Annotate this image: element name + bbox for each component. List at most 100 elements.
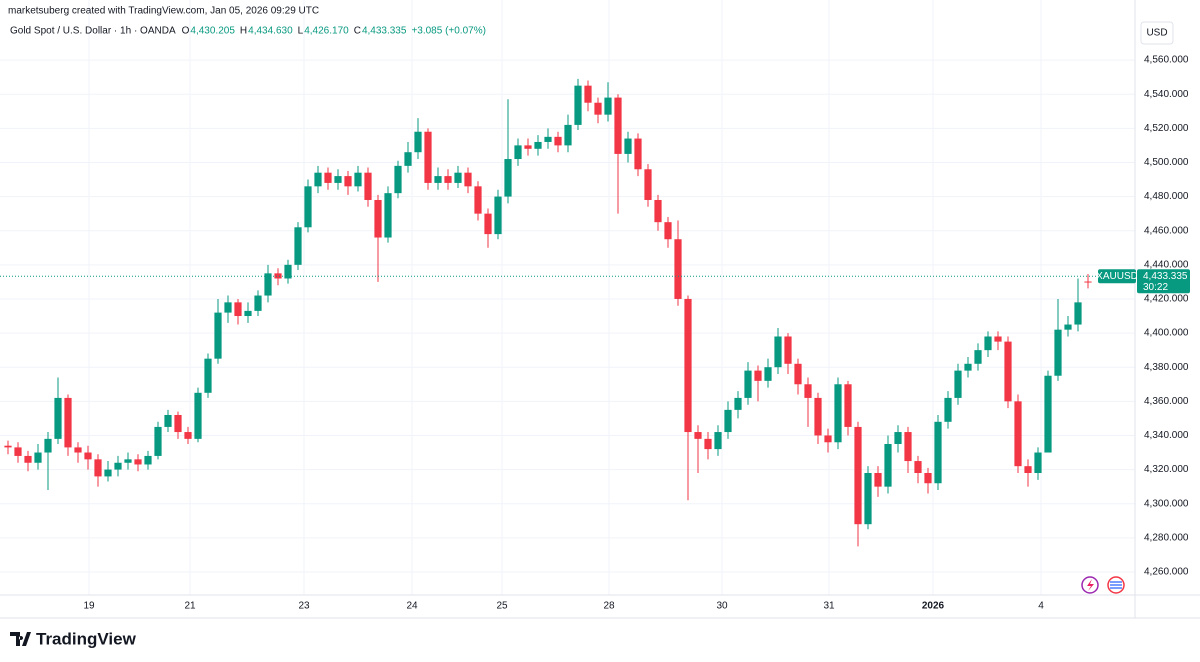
candle-body [804, 384, 812, 398]
candle-body [704, 438, 712, 450]
x-tick-label: 19 [83, 601, 95, 612]
candle-body [124, 459, 132, 463]
candle-body [34, 452, 42, 463]
ohlc-key: O [182, 26, 190, 37]
candle-body [324, 172, 332, 183]
candle-body [1074, 302, 1082, 325]
candle-body [794, 363, 802, 385]
candle-body [914, 461, 922, 473]
price-label: 4,433.335 [1143, 271, 1188, 282]
x-tick-label: 31 [823, 601, 835, 612]
ohlc-key: H [240, 26, 247, 37]
candle-body [764, 367, 772, 381]
x-tick-label: 2026 [922, 601, 945, 612]
y-tick-label: 4,280.000 [1144, 532, 1189, 543]
candle-body [24, 455, 32, 463]
candle-body [844, 384, 852, 427]
y-tick-label: 4,500.000 [1144, 157, 1189, 168]
candle-body [524, 145, 532, 149]
y-tick-label: 4,260.000 [1144, 567, 1189, 578]
x-tick-label: 23 [298, 601, 310, 612]
candle-body [154, 426, 162, 456]
candle-body [144, 455, 152, 465]
candle-body [944, 397, 952, 422]
y-tick-label: 4,420.000 [1144, 294, 1189, 305]
watermark: marketsuberg created with TradingView.co… [8, 6, 319, 17]
candle-body [294, 227, 302, 265]
candle-body [334, 176, 342, 183]
countdown: 30:22 [1143, 282, 1168, 293]
candle-body [564, 124, 572, 146]
y-tick-label: 4,380.000 [1144, 362, 1189, 373]
candle-body [854, 426, 862, 525]
ohlc-value: 4,434.630 [248, 26, 293, 37]
candle-body [1084, 281, 1092, 283]
candle-body [74, 447, 82, 453]
candle-body [514, 145, 522, 160]
y-tick-label: 4,300.000 [1144, 498, 1189, 509]
candle-body [694, 432, 702, 439]
candle-body [224, 302, 232, 313]
ohlc-key: C [354, 26, 361, 37]
candle-body [1014, 401, 1022, 467]
candle-body [14, 447, 22, 456]
candle-body [654, 199, 662, 223]
candle-body [444, 176, 452, 183]
currency-box[interactable] [1140, 21, 1174, 45]
y-tick-label: 4,460.000 [1144, 225, 1189, 236]
candle-body [164, 414, 172, 427]
candle-body [44, 438, 52, 453]
candle-body [644, 169, 652, 200]
candle-body [834, 384, 842, 443]
candle-body [494, 196, 502, 235]
candle-body [284, 264, 292, 279]
y-tick-label: 4,440.000 [1144, 259, 1189, 270]
candle-body [314, 172, 322, 187]
x-tick-label: 21 [184, 601, 196, 612]
candle-body [254, 295, 262, 311]
candle-body [904, 432, 912, 462]
candle-body [574, 85, 582, 125]
candle-body [4, 445, 12, 448]
y-tick-label: 4,320.000 [1144, 464, 1189, 475]
y-tick-label: 4,340.000 [1144, 430, 1189, 441]
candle-body [424, 131, 432, 183]
candle-body [824, 435, 832, 443]
candle-body [874, 472, 882, 487]
y-tick-label: 4,400.000 [1144, 328, 1189, 339]
candle-body [864, 472, 872, 525]
axis: 4,260.000 4,280.000 4,300.000 4,320.000 4,34… [83, 55, 1190, 612]
candle-body [774, 336, 782, 368]
candle-body [534, 141, 542, 149]
candle-body [544, 136, 552, 142]
y-tick-label: 4,540.000 [1144, 89, 1189, 100]
x-tick-label: 30 [716, 601, 728, 612]
currency[interactable]: USD [1146, 28, 1167, 39]
ohlc-value: 4,433.335 [362, 26, 407, 37]
ohlc-legend: O 4,430.205 H 4,434.630 L 4,426.170 C 4,433.335… [182, 26, 486, 37]
candle-body [204, 358, 212, 393]
candle-body [174, 414, 182, 433]
candle-body [414, 131, 422, 153]
x-tick-label: 28 [603, 601, 615, 612]
candle-body [754, 370, 762, 381]
flag-glyph [1110, 581, 1122, 589]
candle-body [454, 172, 462, 183]
x-tick-label: 4 [1038, 601, 1044, 612]
symbol-box [1098, 269, 1136, 284]
candle-body [964, 363, 972, 371]
candle-body [814, 397, 822, 436]
candle-body [734, 397, 742, 410]
x-tick-label: 25 [496, 601, 508, 612]
candle-body [104, 469, 112, 477]
ohlc-value: 4,430.205 [190, 26, 235, 37]
symbol-title: Gold Spot / U.S. Dollar · 1h · OANDA [10, 26, 176, 37]
lightning-glyph [1087, 579, 1094, 591]
ohlc-key: L [298, 26, 304, 37]
candle-body [474, 186, 482, 214]
candle-body [994, 336, 1002, 342]
candle-body [484, 213, 492, 235]
candle-body [214, 312, 222, 359]
candle-body [784, 336, 792, 364]
